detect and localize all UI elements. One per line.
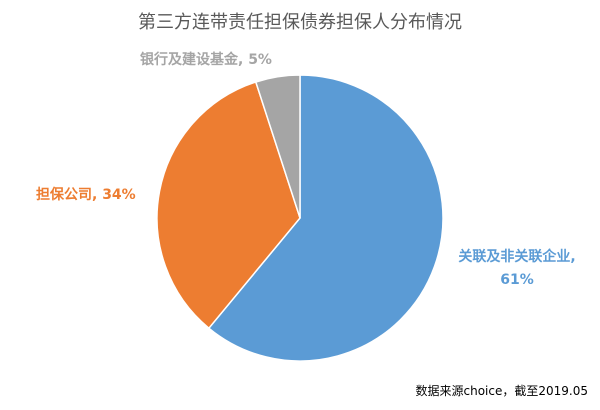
chart-title: 第三方连带责任担保债券担保人分布情况 [138,12,462,33]
data-label: 担保公司, 34% [36,187,136,203]
data-label: 银行及建设基金, 5% [140,52,272,68]
pie-slice [254,74,301,219]
data-label: 关联及非关联企业, 61% [458,249,576,288]
pie-slice [207,74,444,362]
source-note: 数据来源choice，截至2019.05 [415,384,588,398]
pie-slice [156,81,301,330]
